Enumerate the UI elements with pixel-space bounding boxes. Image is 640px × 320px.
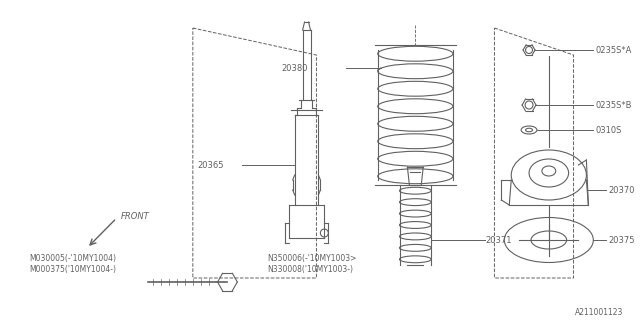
Text: 20375: 20375 bbox=[608, 236, 635, 245]
Text: 0235S*B: 0235S*B bbox=[595, 101, 632, 110]
Text: 20380: 20380 bbox=[282, 64, 308, 73]
Text: M030005(-'10MY1004): M030005(-'10MY1004) bbox=[29, 254, 116, 263]
Text: A211001123: A211001123 bbox=[575, 308, 623, 317]
Text: 20371: 20371 bbox=[486, 236, 512, 245]
Text: FRONT: FRONT bbox=[121, 212, 149, 221]
Text: 0235S*A: 0235S*A bbox=[595, 46, 632, 55]
Text: M000375('10MY1004-): M000375('10MY1004-) bbox=[29, 265, 116, 274]
Text: N330008('10MY1003-): N330008('10MY1003-) bbox=[267, 265, 353, 274]
Text: 20365: 20365 bbox=[198, 161, 224, 170]
Text: 20370: 20370 bbox=[608, 186, 635, 195]
Text: N350006(-'10MY1003>: N350006(-'10MY1003> bbox=[267, 254, 356, 263]
Text: 0310S: 0310S bbox=[595, 126, 621, 135]
